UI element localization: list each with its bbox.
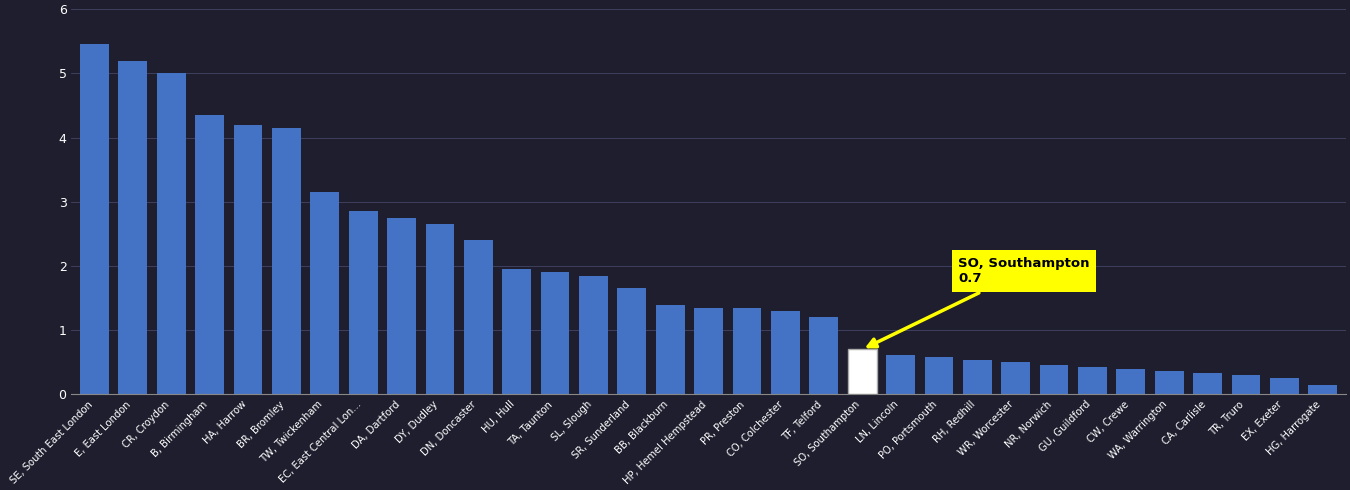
Bar [617,289,647,394]
Bar [694,308,724,394]
Bar [119,61,147,394]
Bar [387,218,416,394]
Bar [1154,370,1184,394]
Bar [848,349,876,394]
Bar [271,128,301,394]
Text: SO, Southampton
0.7: SO, Southampton 0.7 [868,257,1089,347]
Bar [1002,362,1030,394]
Bar [771,311,799,394]
Bar [234,125,262,394]
Bar [310,192,339,394]
Bar [1079,367,1107,394]
Bar [425,224,455,394]
Bar [1116,369,1145,394]
Bar [464,240,493,394]
Bar [80,45,109,394]
Bar [579,276,608,394]
Bar [157,74,186,394]
Bar [810,318,838,394]
Bar [196,115,224,394]
Bar [502,269,531,394]
Bar [1270,378,1299,394]
Bar [1193,372,1222,394]
Bar [656,305,684,394]
Bar [348,212,378,394]
Bar [1231,374,1261,394]
Bar [963,360,992,394]
Bar [925,357,953,394]
Bar [1040,365,1068,394]
Bar [886,355,915,394]
Bar [1308,385,1338,394]
Bar [733,308,761,394]
Bar [541,272,570,394]
